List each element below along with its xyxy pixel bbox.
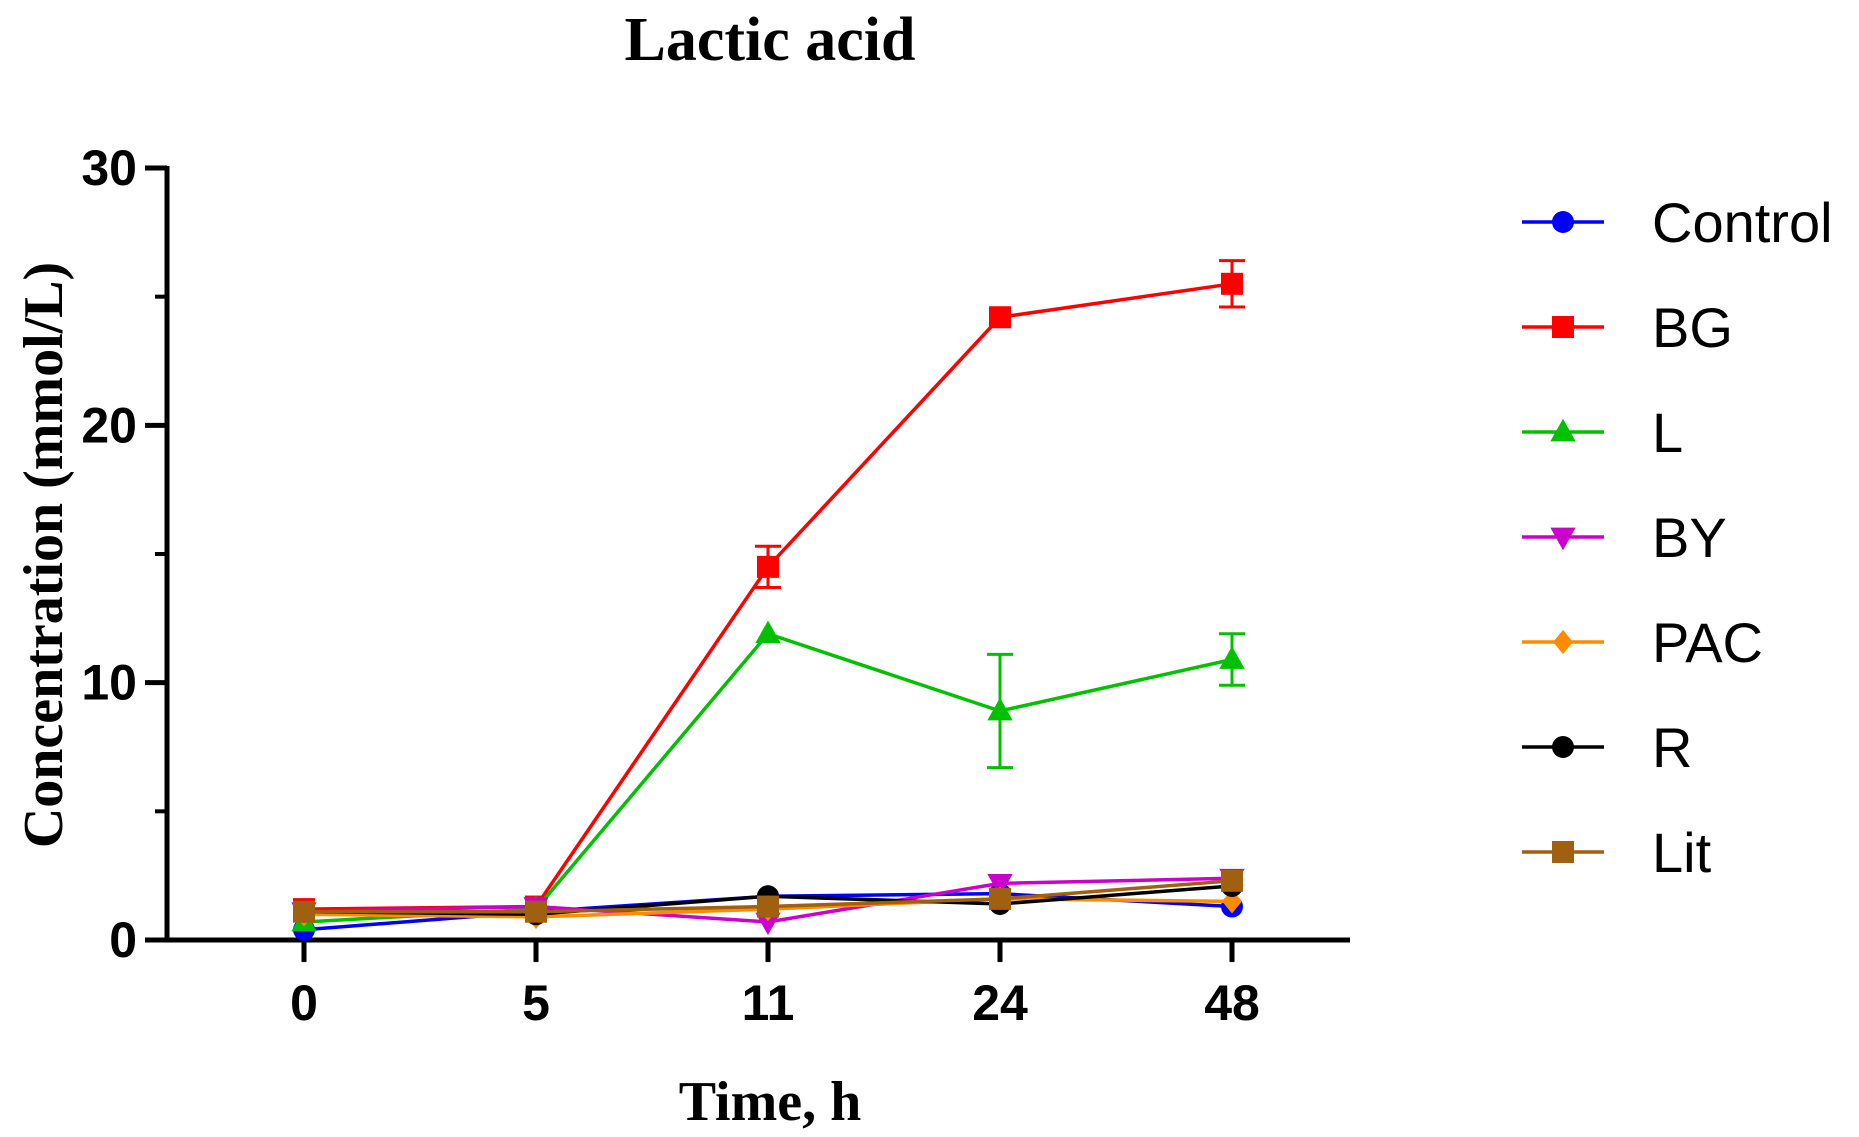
y-axis-title: Concentration (mmol/L) [13, 262, 75, 848]
series-lit [293, 869, 1243, 923]
legend-marker-lit [1552, 841, 1574, 863]
legend-marker-by [1550, 527, 1576, 551]
y-tick-label-0: 0 [109, 912, 137, 968]
x-axis-title: Time, h [679, 1071, 862, 1133]
legend-item-lit: Lit [1522, 821, 1712, 884]
legend-item-control: Control [1522, 191, 1833, 254]
legend: Control BG L BY PAC R Lit [1522, 191, 1833, 884]
data-point-by [987, 874, 1013, 897]
series-line-l [303, 631, 1233, 924]
legend-item-l: L [1522, 401, 1683, 464]
y-tick-label-20: 20 [81, 397, 137, 453]
x-tick-label-48: 48 [1204, 975, 1260, 1031]
x-tick-label-11: 11 [742, 975, 795, 1031]
y-tick-label-30: 30 [81, 140, 137, 196]
legend-marker-pac [1553, 629, 1573, 655]
legend-label-l: L [1652, 401, 1683, 464]
series-bg [293, 259, 1245, 921]
y-tick-label-10: 10 [81, 655, 137, 711]
chart-title: Lactic acid [625, 6, 916, 74]
data-point-l [987, 697, 1013, 721]
legend-label-pac: PAC [1652, 611, 1763, 674]
legend-item-bg: BG [1522, 296, 1733, 359]
x-tick-label-5: 5 [522, 975, 550, 1031]
series-line-bg [303, 282, 1233, 911]
legend-item-r: R [1522, 716, 1692, 779]
legend-item-pac: PAC [1522, 611, 1763, 674]
series-layer [291, 259, 1245, 941]
data-point-lit [525, 900, 547, 923]
data-point-lit [757, 895, 779, 918]
data-point-by [755, 912, 781, 936]
data-point-bg [989, 306, 1011, 329]
data-point-bg [1221, 272, 1243, 295]
legend-marker-control [1552, 211, 1574, 233]
data-point-l [1219, 646, 1245, 669]
legend-marker-bg [1552, 316, 1574, 338]
legend-label-r: R [1652, 716, 1692, 779]
legend-marker-l [1550, 418, 1576, 442]
legend-marker-r [1552, 736, 1574, 758]
axes: 0 10 20 30 0 5 11 24 48 [81, 140, 1350, 1031]
legend-label-bg: BG [1652, 296, 1733, 359]
data-point-lit [293, 900, 315, 923]
legend-label-by: BY [1652, 506, 1727, 569]
data-point-bg [757, 555, 779, 578]
legend-label-lit: Lit [1652, 821, 1712, 884]
legend-label-control: Control [1652, 191, 1833, 254]
series-l [291, 620, 1245, 932]
x-tick-label-24: 24 [972, 975, 1028, 1031]
x-tick-label-0: 0 [290, 975, 318, 1031]
data-point-l [755, 620, 781, 644]
data-point-lit [1221, 869, 1243, 892]
legend-item-by: BY [1522, 506, 1727, 569]
data-point-lit [989, 887, 1011, 910]
